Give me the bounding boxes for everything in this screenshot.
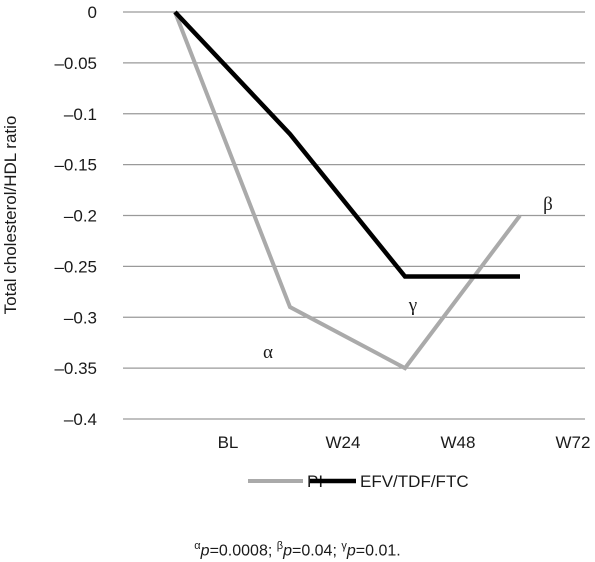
y-tick-label: –0.1 [64,105,97,124]
footnote-beta-value: =0.04; [291,542,342,560]
annotation-gamma: γ [408,295,417,316]
series-line-efv-tdf-ftc [173,10,520,279]
annotations: α γ β [263,194,553,363]
y-tick-label: –0.3 [64,308,97,327]
y-tick-label: 0 [88,3,97,22]
footnote-alpha-symbol: α [194,540,201,552]
y-tick-label: –0.05 [54,54,97,73]
footnote-p-2: p [283,542,292,560]
x-tick-labels: BL W24 W48 W72 [218,433,591,452]
x-tick-label: W24 [326,433,361,452]
footnote-gamma-symbol: γ [341,540,347,552]
y-tick-label: –0.25 [54,257,97,276]
y-tick-label: –0.2 [64,207,97,226]
series-line-pi [173,11,522,371]
series-lines [173,10,522,371]
footnote-alpha-value: =0.0008; [209,542,277,560]
annotation-alpha: α [263,342,273,363]
legend: PIEFV/TDF/FTC [248,472,469,491]
y-tick-labels: 0 –0.05 –0.1 –0.15 –0.2 –0.25 –0.3 –0.35 –0.4 [54,3,97,429]
footnote-p-3: p [346,542,356,560]
x-tick-label: W72 [556,433,591,452]
y-tick-label: –0.15 [54,156,97,175]
y-tick-label: –0.4 [64,410,97,429]
footnote-gamma-value: =0.01. [355,542,401,560]
x-tick-label: BL [218,433,239,452]
annotation-beta: β [543,194,553,215]
y-axis-label: Total cholesterol/HDL ratio [1,116,20,315]
footnote-beta-symbol: β [276,540,284,552]
y-tick-label: –0.35 [54,359,97,378]
x-tick-label: W48 [441,433,476,452]
legend-label-efv-tdf-ftc: EFV/TDF/FTC [360,472,469,491]
footnote-p-1: p [200,542,210,560]
footnote: αp=0.0008; βp=0.04; γp=0.01. [0,540,595,560]
line-chart: 0 –0.05 –0.1 –0.15 –0.2 –0.25 –0.3 –0.35 –0.4 BL… [1,3,591,491]
